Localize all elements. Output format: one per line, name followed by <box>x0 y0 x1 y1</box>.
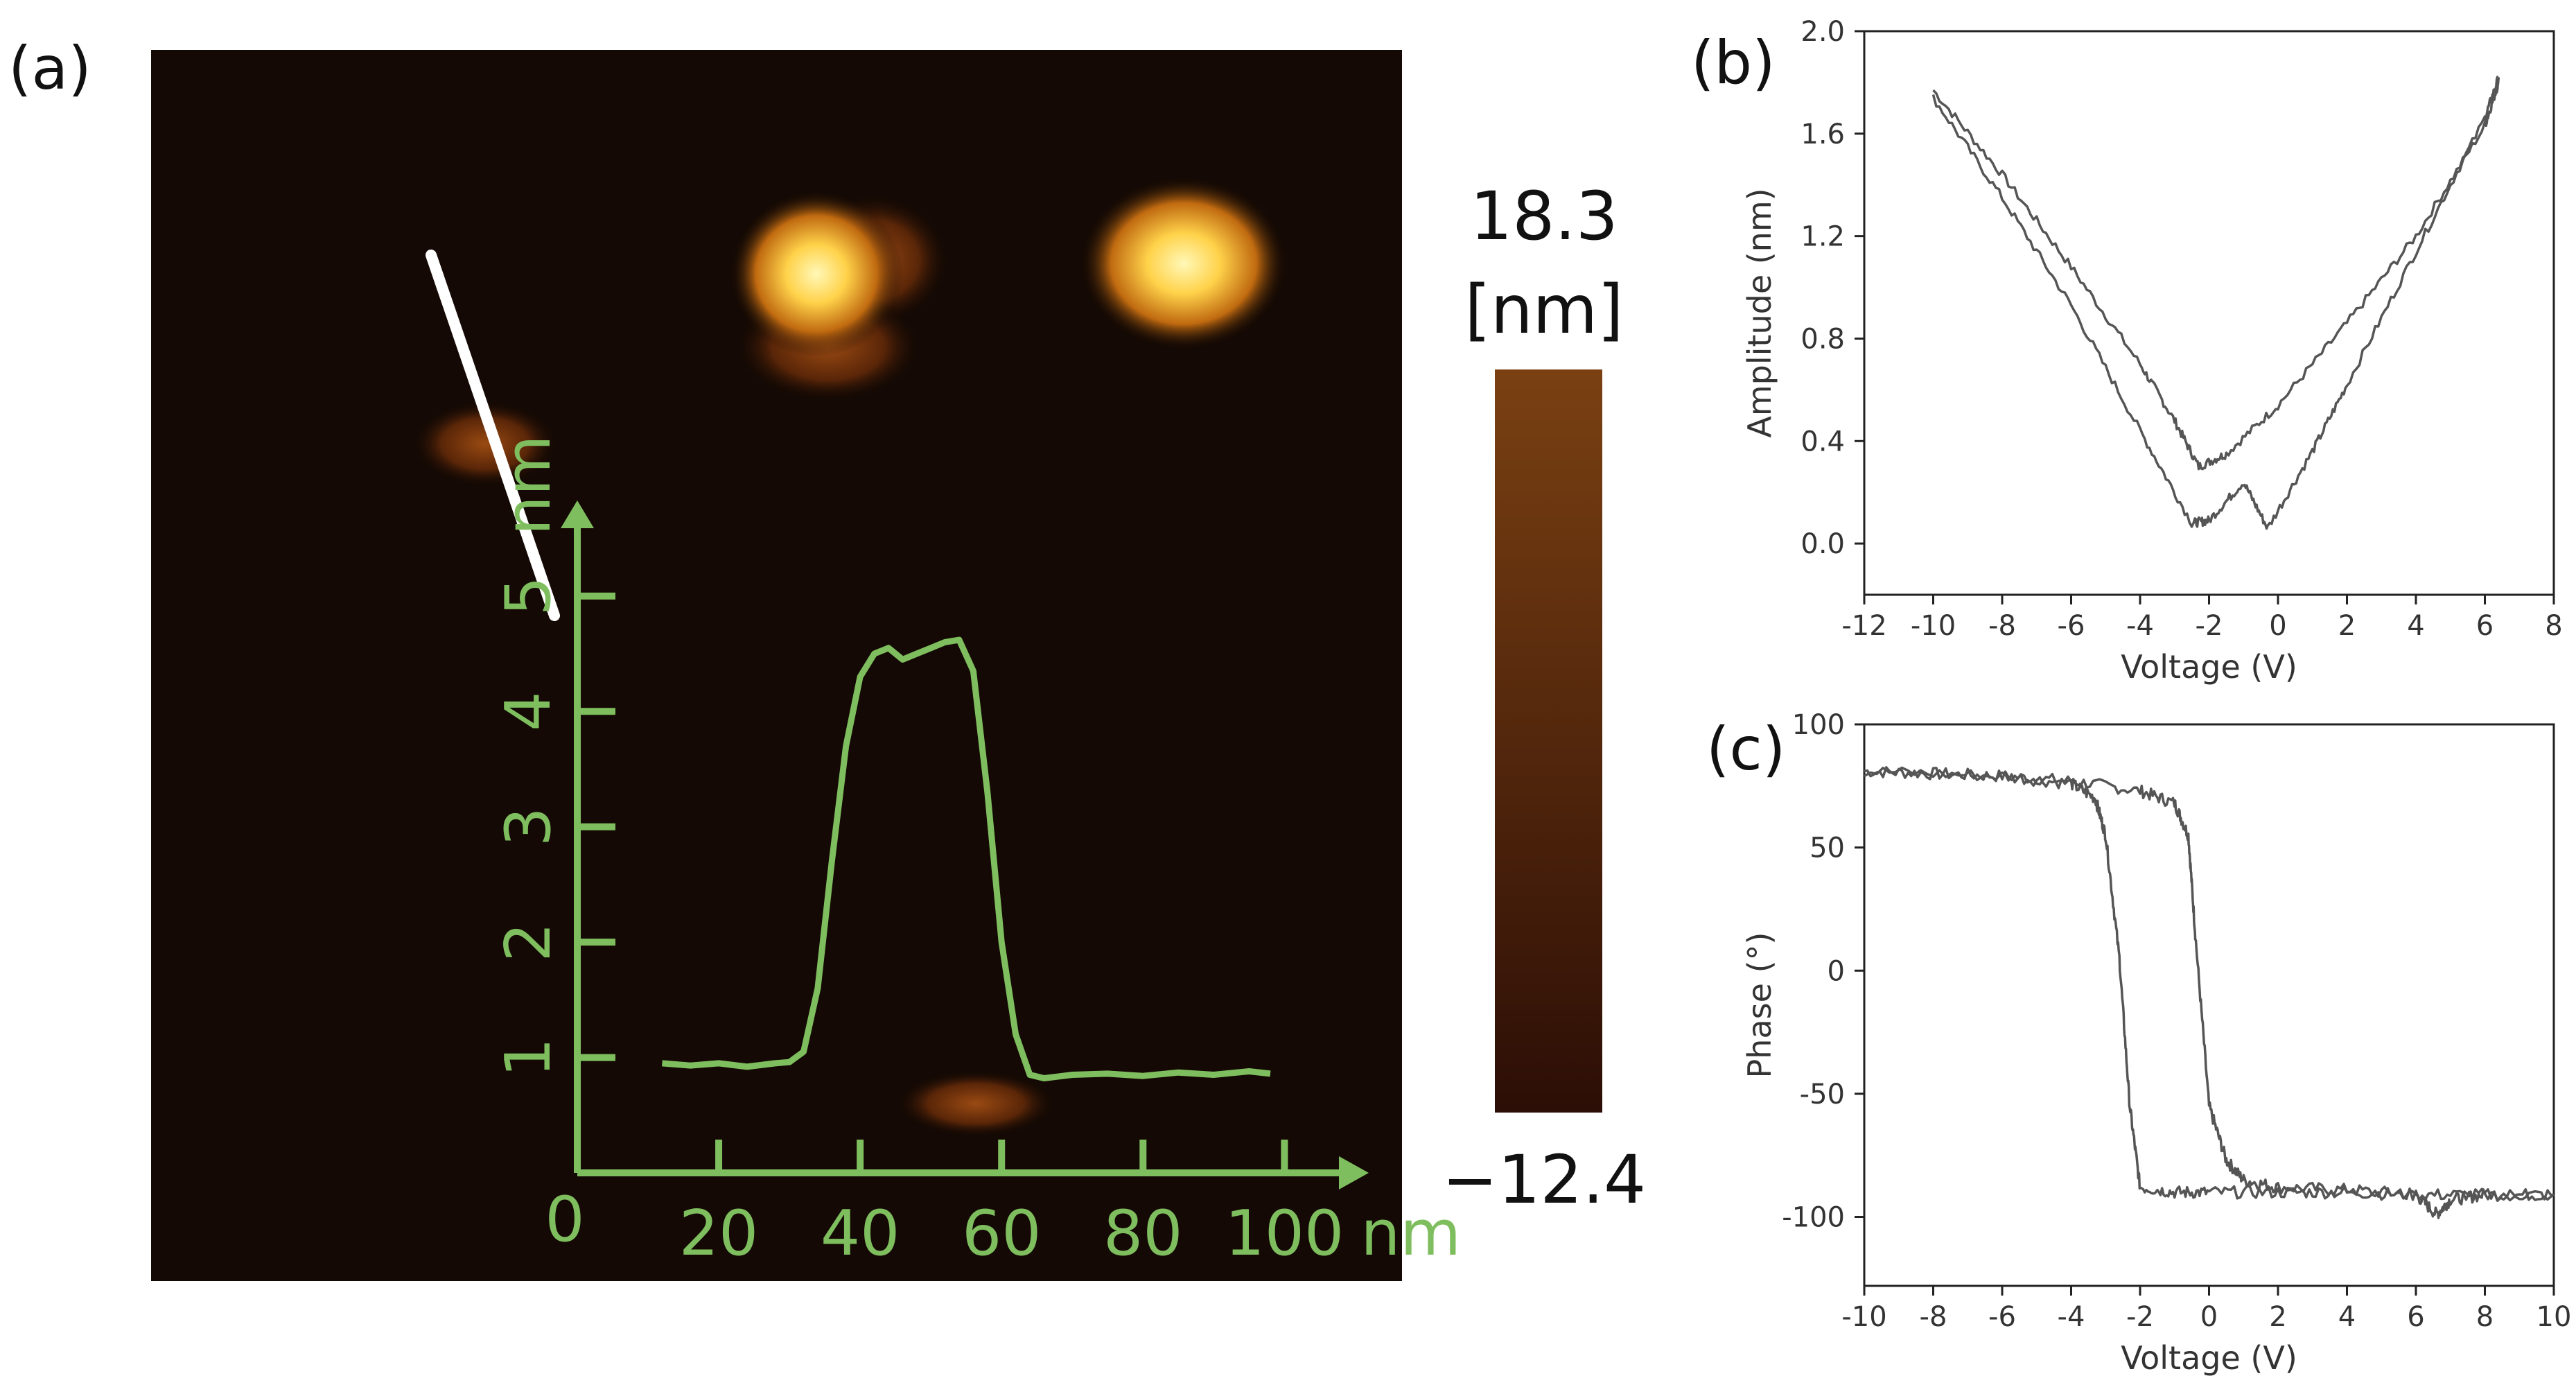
afm-particle-bright-1 <box>730 191 903 357</box>
panel-label-a: (a) <box>8 34 91 103</box>
inset-y-unit-label: nm <box>492 435 565 535</box>
phase-y-tick-label: -50 <box>1800 1079 1845 1110</box>
phase-chart: -10 -8 -6 -4 -2 0 2 4 6 8 10 -100 -50 0 50 100 Voltage (… <box>1741 709 2571 1377</box>
inset-y-tick-label: 4 <box>492 692 565 731</box>
inset-x-unit-label: nm <box>1360 1197 1461 1270</box>
amp-x-tick-label: 6 <box>2476 610 2494 642</box>
afm-particle-faint-3 <box>412 401 558 487</box>
amp-plot-frame <box>1863 30 2555 596</box>
colorbar-min-label: −12.4 <box>1442 1141 1646 1219</box>
amp-series-2-line <box>1931 76 2500 530</box>
height-colorbar: 18.3 [nm] −12.4 <box>1442 177 1646 1219</box>
phase-x-tick-label: -2 <box>2126 1301 2154 1333</box>
inset-x-tick-label: 40 <box>821 1197 900 1270</box>
amp-x-tick-label: 4 <box>2407 610 2424 642</box>
inset-x-tick-label: 20 <box>679 1197 759 1270</box>
phase-y-tick-label: 0 <box>1828 955 1845 987</box>
inset-x-tick-label: 100 <box>1225 1197 1344 1270</box>
amp-y-axis-title: Amplitude (nm) <box>1741 188 1778 437</box>
inset-origin-label: 0 <box>545 1183 584 1256</box>
amp-y-tick-label: 0.0 <box>1800 528 1845 560</box>
phase-x-axis-title: Voltage (V) <box>2121 1339 2297 1377</box>
phase-x-tick-label: 6 <box>2407 1301 2424 1333</box>
phase-y-axis-title: Phase (°) <box>1741 932 1778 1079</box>
inset-y-tick-label: 1 <box>492 1038 565 1077</box>
amp-y-tick-label: 1.2 <box>1800 221 1845 253</box>
phase-series-2-line <box>1864 766 2555 1202</box>
phase-x-tick-label: 4 <box>2338 1301 2356 1333</box>
phase-y-tick-label: 100 <box>1792 709 1845 741</box>
panel-label-b: (b) <box>1691 28 1776 98</box>
amp-x-tick-label: -4 <box>2126 610 2154 642</box>
phase-x-tick-label: 2 <box>2269 1301 2286 1333</box>
inset-y-tick-label: 3 <box>492 807 565 846</box>
phase-x-tick-label: -4 <box>2058 1301 2085 1333</box>
amp-x-tick-label: 2 <box>2338 610 2356 642</box>
phase-x-tick-label: 0 <box>2200 1301 2218 1333</box>
phase-x-tick-label: 10 <box>2536 1301 2572 1333</box>
amp-x-tick-label: -6 <box>2058 610 2085 642</box>
phase-y-tick-label: 50 <box>1810 833 1845 864</box>
inset-y-tick-label: 2 <box>492 923 565 962</box>
inset-y-arrowhead <box>561 500 594 528</box>
amp-x-tick-label: -12 <box>1841 610 1886 642</box>
amp-y-tick-label: 1.6 <box>1800 119 1845 150</box>
amp-x-tick-label: -8 <box>1988 610 2016 642</box>
colorbar-unit-label: [nm] <box>1464 271 1623 349</box>
amp-y-tick-label: 0.8 <box>1800 323 1845 355</box>
afm-particle-bright-2 <box>1080 177 1288 350</box>
amp-y-tick-label: 2.0 <box>1800 16 1845 48</box>
inset-x-arrowhead <box>1339 1156 1369 1190</box>
profile-scan-line <box>426 250 560 621</box>
colorbar-max-label: 18.3 <box>1470 177 1618 255</box>
amp-x-axis-title: Voltage (V) <box>2121 648 2297 686</box>
amplitude-chart: -12 -10 -8 -6 -4 -2 0 2 4 6 8 0.0 0.4 0.8 1.2 1.6 2.0 Vol… <box>1741 16 2563 686</box>
amp-x-tick-label: 8 <box>2545 610 2562 642</box>
phase-x-tick-label: 8 <box>2476 1301 2494 1333</box>
phase-y-tick-label: -100 <box>1782 1202 1845 1234</box>
inset-y-tick-label: 5 <box>492 576 565 616</box>
panel-label-c: (c) <box>1706 715 1785 784</box>
amp-y-tick-label: 0.4 <box>1800 426 1845 458</box>
phase-series-1-line <box>1864 766 2555 1219</box>
colorbar-gradient <box>1495 369 1602 1113</box>
amp-x-tick-label: -10 <box>1911 610 1956 642</box>
phase-x-tick-label: -10 <box>1841 1301 1886 1333</box>
phase-x-tick-label: -6 <box>1988 1301 2016 1333</box>
phase-x-tick-label: -8 <box>1920 1301 1947 1333</box>
inset-x-tick-label: 60 <box>962 1197 1042 1270</box>
afm-particle-faint-4 <box>896 1070 1055 1137</box>
inset-x-tick-label: 80 <box>1103 1197 1183 1270</box>
amp-x-tick-label: 0 <box>2269 610 2286 642</box>
amp-x-tick-label: -2 <box>2196 610 2223 642</box>
inset-profile-line <box>662 636 1271 1081</box>
amp-series-1-line <box>1932 81 2500 471</box>
